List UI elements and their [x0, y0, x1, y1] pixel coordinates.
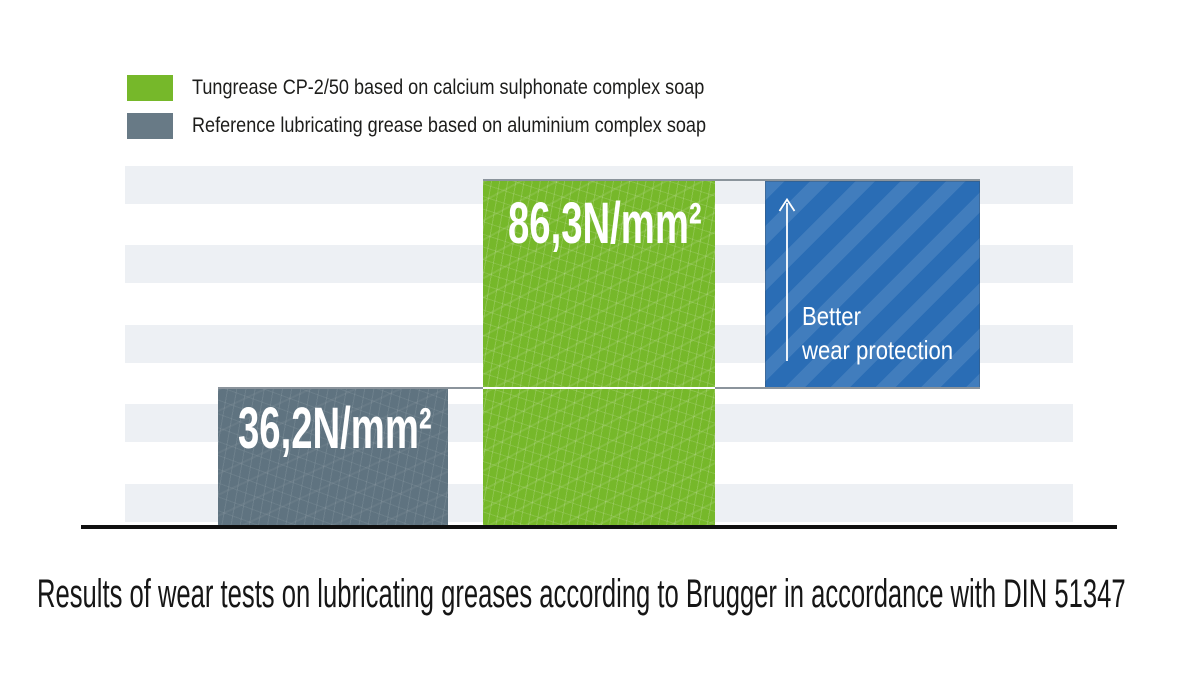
caption: Results of wear tests on lubricating gre…: [37, 572, 1126, 616]
legend-swatch-tungrease: [127, 75, 173, 101]
legend-item-tungrease: Tungrease CP-2/50 based on calcium sulph…: [192, 75, 788, 101]
better-wear-protection-box: [765, 181, 980, 388]
annotation-line-2: wear protection: [802, 335, 954, 365]
annotation-line-1: Better: [802, 301, 861, 331]
up-arrow-icon: [778, 197, 796, 361]
connector-line-mid-highlight: [483, 387, 715, 389]
connector-line-top: [483, 179, 980, 181]
value-label-tungrease: 86,3N/mm²: [508, 191, 702, 256]
legend-label-reference: Reference lubricating grease based on al…: [192, 114, 706, 137]
bar-reference-grease: [218, 389, 448, 525]
annotation-text: Better wear protection: [802, 299, 980, 367]
bar-tungrease: [483, 181, 715, 525]
legend-swatch-reference: [127, 113, 173, 139]
legend-label-tungrease: Tungrease CP-2/50 based on calcium sulph…: [192, 76, 705, 99]
value-label-reference: 36,2N/mm²: [238, 396, 432, 461]
baseline-axis: [81, 525, 1117, 529]
legend-item-reference: Reference lubricating grease based on al…: [192, 113, 790, 139]
